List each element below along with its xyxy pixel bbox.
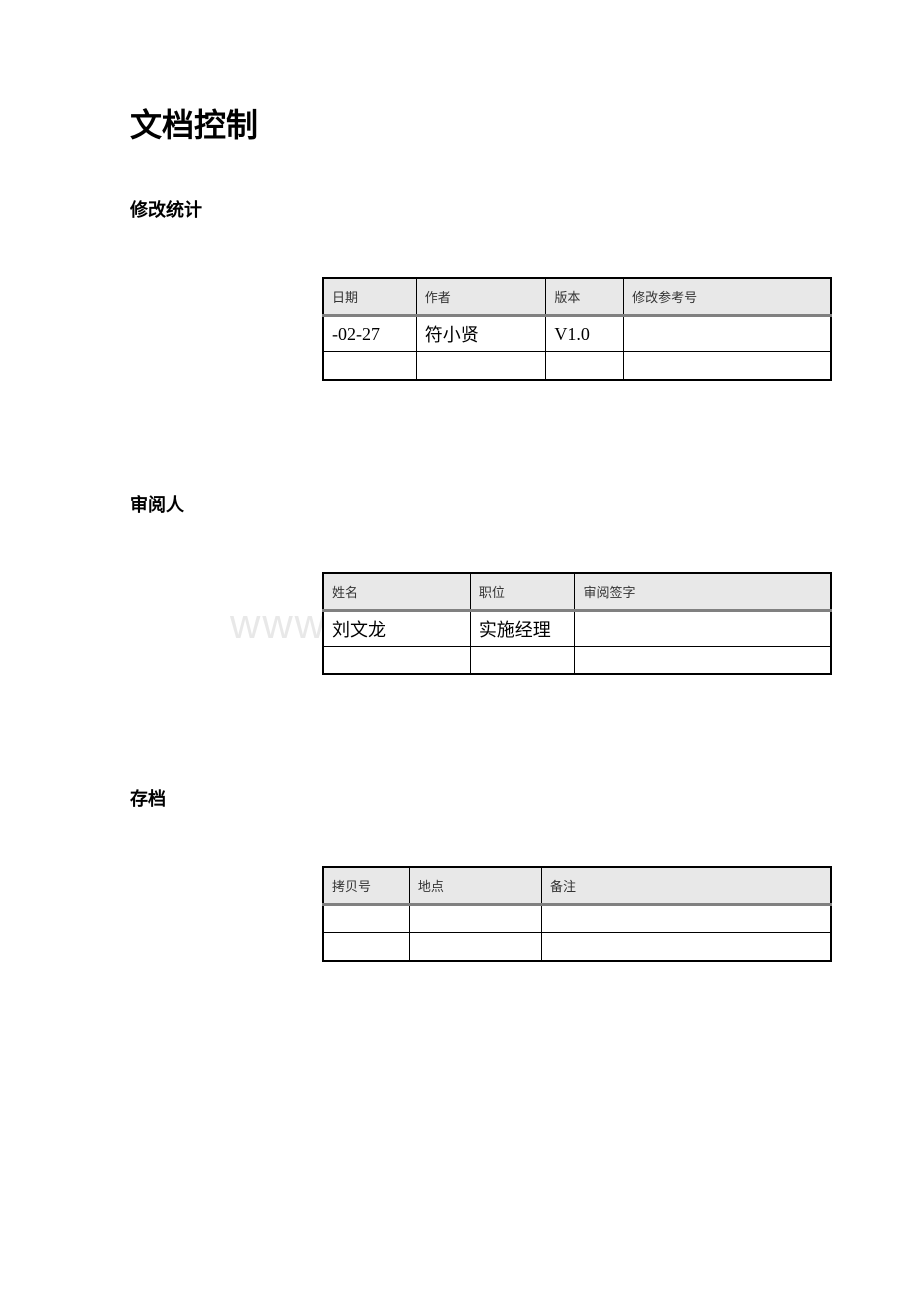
col-location: 地点	[409, 867, 541, 905]
revision-title: 修改统计	[130, 196, 830, 222]
table-row	[323, 646, 831, 674]
cell-signature	[575, 646, 831, 674]
table-row: 刘文龙 实施经理	[323, 610, 831, 646]
cell-refno	[624, 316, 831, 352]
cell-name	[323, 646, 470, 674]
col-position: 职位	[470, 573, 575, 611]
reviewer-table: 姓名 职位 审阅签字 刘文龙 实施经理	[322, 572, 832, 676]
cell-date: -02-27	[323, 316, 416, 352]
col-author: 作者	[416, 278, 546, 316]
revision-table: 日期 作者 版本 修改参考号 -02-27 符小贤 V1.0	[322, 277, 832, 381]
archive-title: 存档	[130, 785, 830, 811]
table-header-row: 姓名 职位 审阅签字	[323, 573, 831, 611]
col-version: 版本	[546, 278, 624, 316]
col-remark: 备注	[541, 867, 831, 905]
archive-section: 存档 拷贝号 地点 备注	[130, 785, 830, 962]
archive-table-wrapper: 拷贝号 地点 备注	[322, 866, 830, 962]
reviewer-title: 审阅人	[130, 491, 830, 517]
cell-refno	[624, 352, 831, 380]
table-row	[323, 352, 831, 380]
cell-signature	[575, 610, 831, 646]
cell-location	[409, 933, 541, 961]
cell-remark	[541, 933, 831, 961]
cell-position: 实施经理	[470, 610, 575, 646]
col-refno: 修改参考号	[624, 278, 831, 316]
cell-copyno	[323, 933, 409, 961]
cell-author	[416, 352, 546, 380]
table-header-row: 拷贝号 地点 备注	[323, 867, 831, 905]
archive-table: 拷贝号 地点 备注	[322, 866, 832, 962]
table-header-row: 日期 作者 版本 修改参考号	[323, 278, 831, 316]
reviewer-table-wrapper: 姓名 职位 审阅签字 刘文龙 实施经理	[322, 572, 830, 676]
cell-position	[470, 646, 575, 674]
page-title: 文档控制	[130, 100, 830, 146]
cell-version	[546, 352, 624, 380]
revision-table-wrapper: 日期 作者 版本 修改参考号 -02-27 符小贤 V1.0	[322, 277, 830, 381]
col-name: 姓名	[323, 573, 470, 611]
cell-location	[409, 905, 541, 933]
cell-date	[323, 352, 416, 380]
cell-copyno	[323, 905, 409, 933]
reviewer-section: 审阅人 姓名 职位 审阅签字 刘文龙 实施经理	[130, 491, 830, 676]
col-signature: 审阅签字	[575, 573, 831, 611]
cell-version: V1.0	[546, 316, 624, 352]
table-row: -02-27 符小贤 V1.0	[323, 316, 831, 352]
col-copyno: 拷贝号	[323, 867, 409, 905]
table-row	[323, 905, 831, 933]
cell-name: 刘文龙	[323, 610, 470, 646]
cell-author: 符小贤	[416, 316, 546, 352]
table-row	[323, 933, 831, 961]
revision-section: 修改统计 日期 作者 版本 修改参考号 -02-27 符小贤	[130, 196, 830, 381]
col-date: 日期	[323, 278, 416, 316]
cell-remark	[541, 905, 831, 933]
